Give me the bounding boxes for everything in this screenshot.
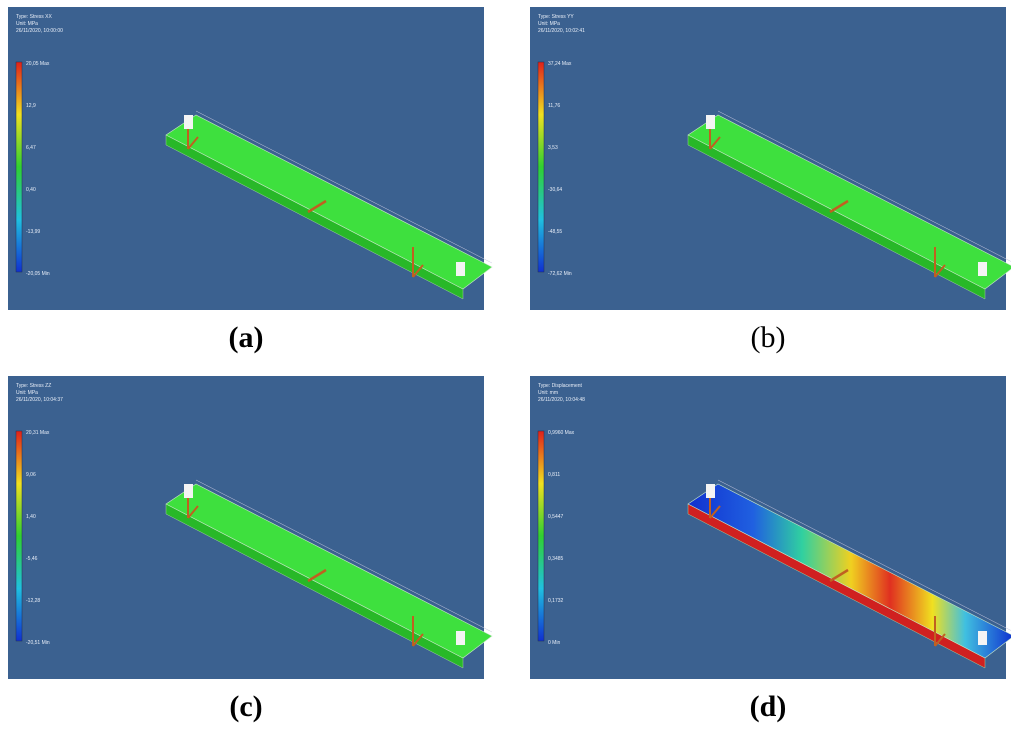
support-plate (184, 484, 193, 498)
scale-label: 0,9960 Max (548, 430, 575, 436)
panel-header: Type: Displacement (538, 383, 583, 389)
scale-label: 37,24 Max (548, 61, 572, 67)
panel-header: Unit: MPa (16, 390, 38, 396)
scale-label: -12,28 (26, 598, 40, 604)
panel-header: 26/11/2020, 10:00:00 (16, 28, 63, 34)
scale-label: -20,51 Min (26, 640, 50, 646)
color-scale (538, 62, 544, 272)
caption: (c) (229, 690, 262, 723)
scale-label: 0 Min (548, 640, 560, 646)
scale-label: -30,64 (548, 187, 562, 193)
scale-label: 0,811 (548, 472, 560, 478)
caption: (b) (751, 321, 786, 354)
support-plate (706, 484, 715, 498)
support-plate (184, 115, 193, 129)
panel-header: Type: Stress XX (16, 14, 53, 20)
scale-label: 6,47 (26, 145, 36, 151)
scale-label: 0,40 (26, 187, 36, 193)
support-plate (978, 631, 987, 645)
scale-label: 0,1732 (548, 598, 564, 604)
scale-label: 0,3485 (548, 556, 564, 562)
figure: Type: Stress XXUnit: MPa26/11/2020, 10:0… (0, 0, 1011, 742)
panel-header: 26/11/2020, 10:02:41 (538, 28, 585, 34)
scale-label: -48,55 (548, 229, 562, 235)
color-scale (16, 62, 22, 272)
scale-label: 11,76 (548, 103, 560, 109)
scale-label: 0,5447 (548, 514, 564, 520)
panel-header: 26/11/2020, 10:04:48 (538, 397, 585, 403)
support-plate (456, 262, 465, 276)
panel-header: 26/11/2020, 10:04:37 (16, 397, 63, 403)
scale-label: 20,05 Max (26, 61, 50, 67)
scale-label: 3,53 (548, 145, 558, 151)
panel-header: Unit: MPa (538, 21, 560, 27)
scale-label: 1,40 (26, 514, 36, 520)
color-scale (538, 431, 544, 641)
caption: (d) (750, 690, 787, 723)
support-plate (978, 262, 987, 276)
scale-label: -72,62 Min (548, 271, 572, 277)
caption: (a) (229, 321, 264, 354)
support-plate (456, 631, 465, 645)
panel-header: Type: Stress ZZ (16, 383, 51, 389)
scale-label: -5,46 (26, 556, 38, 562)
scale-label: 12,9 (26, 103, 36, 109)
panel-header: Unit: MPa (16, 21, 38, 27)
scale-label: 9,06 (26, 472, 36, 478)
color-scale (16, 431, 22, 641)
support-plate (706, 115, 715, 129)
scale-label: 20,31 Max (26, 430, 50, 436)
panel-header: Unit: mm (538, 390, 558, 396)
scale-label: -20,05 Min (26, 271, 50, 277)
scale-label: -13,99 (26, 229, 40, 235)
panel-header: Type: Stress YY (538, 14, 574, 20)
